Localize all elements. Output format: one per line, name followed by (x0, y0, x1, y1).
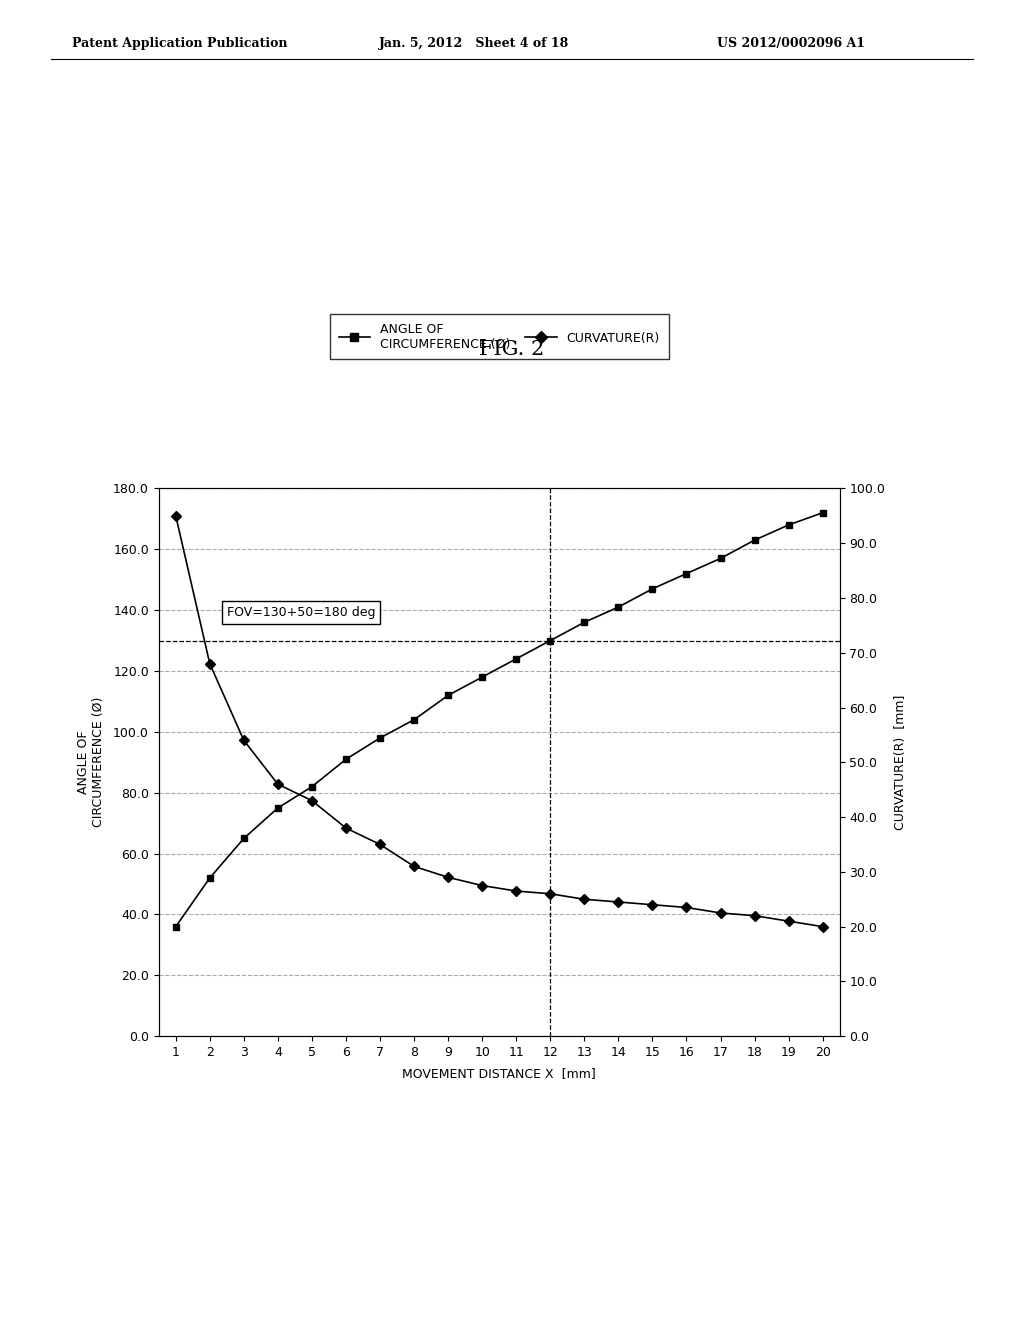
Text: Jan. 5, 2012   Sheet 4 of 18: Jan. 5, 2012 Sheet 4 of 18 (379, 37, 569, 50)
Y-axis label: CURVATURE(R)  [mm]: CURVATURE(R) [mm] (894, 694, 906, 830)
Text: US 2012/0002096 A1: US 2012/0002096 A1 (717, 37, 865, 50)
Y-axis label: ANGLE OF
CIRCUMFERENCE (Ø): ANGLE OF CIRCUMFERENCE (Ø) (77, 697, 104, 828)
Text: Patent Application Publication: Patent Application Publication (72, 37, 287, 50)
Text: FIG. 2: FIG. 2 (479, 341, 545, 359)
Text: FOV=130+50=180 deg: FOV=130+50=180 deg (227, 606, 376, 619)
Legend: ANGLE OF
CIRCUMFERENCE (Ø), CURVATURE(R): ANGLE OF CIRCUMFERENCE (Ø), CURVATURE(R) (330, 314, 669, 359)
X-axis label: MOVEMENT DISTANCE X  [mm]: MOVEMENT DISTANCE X [mm] (402, 1068, 596, 1080)
